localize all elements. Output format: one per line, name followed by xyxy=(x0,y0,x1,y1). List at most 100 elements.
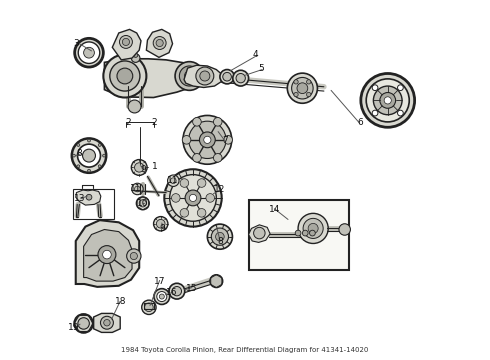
Circle shape xyxy=(373,86,402,115)
Circle shape xyxy=(159,294,164,299)
Circle shape xyxy=(297,83,308,94)
Circle shape xyxy=(72,138,106,173)
Text: 8: 8 xyxy=(76,149,82,158)
Circle shape xyxy=(102,250,111,259)
Polygon shape xyxy=(147,30,172,57)
Circle shape xyxy=(189,121,226,158)
Text: 2: 2 xyxy=(152,118,157,127)
Circle shape xyxy=(196,67,214,85)
Circle shape xyxy=(216,232,224,241)
Circle shape xyxy=(190,194,196,202)
Circle shape xyxy=(207,224,232,249)
Text: 11: 11 xyxy=(167,176,178,185)
Circle shape xyxy=(82,149,96,162)
Text: 1984 Toyota Corolla Pinion, Rear Differential Diagram for 41341-14020: 1984 Toyota Corolla Pinion, Rear Differe… xyxy=(122,347,368,353)
Circle shape xyxy=(295,230,301,236)
Circle shape xyxy=(372,110,378,116)
Text: 11: 11 xyxy=(130,184,142,193)
Circle shape xyxy=(169,283,185,299)
Circle shape xyxy=(130,252,137,260)
Circle shape xyxy=(164,169,221,226)
Circle shape xyxy=(179,66,199,86)
Circle shape xyxy=(102,154,105,157)
Circle shape xyxy=(372,85,378,91)
Circle shape xyxy=(303,219,323,238)
Text: 19: 19 xyxy=(68,323,79,332)
Circle shape xyxy=(310,230,315,236)
Circle shape xyxy=(86,194,92,200)
Text: 15: 15 xyxy=(186,284,197,293)
Circle shape xyxy=(156,220,165,228)
Circle shape xyxy=(193,154,201,162)
Circle shape xyxy=(361,73,415,127)
Circle shape xyxy=(236,73,245,83)
Text: 9: 9 xyxy=(160,224,166,233)
Polygon shape xyxy=(112,30,141,60)
Circle shape xyxy=(77,144,100,167)
Circle shape xyxy=(171,178,176,184)
Text: 14: 14 xyxy=(269,205,280,214)
Text: 1: 1 xyxy=(152,162,157,171)
Circle shape xyxy=(380,93,395,108)
Circle shape xyxy=(204,136,211,143)
Circle shape xyxy=(110,61,140,91)
Circle shape xyxy=(103,54,147,98)
Text: 10: 10 xyxy=(137,199,148,208)
Text: 2: 2 xyxy=(125,118,131,127)
Circle shape xyxy=(135,163,144,172)
Circle shape xyxy=(307,80,311,84)
Circle shape xyxy=(78,42,100,63)
Text: 4: 4 xyxy=(253,50,259,59)
Circle shape xyxy=(298,213,328,243)
Circle shape xyxy=(172,287,181,296)
Circle shape xyxy=(185,190,201,206)
Polygon shape xyxy=(76,220,139,287)
Circle shape xyxy=(128,100,141,113)
Circle shape xyxy=(104,319,110,326)
Circle shape xyxy=(206,194,215,202)
Polygon shape xyxy=(76,190,101,205)
Circle shape xyxy=(100,316,113,329)
Bar xyxy=(248,200,349,270)
Circle shape xyxy=(98,165,101,168)
Text: 9: 9 xyxy=(140,165,146,174)
Circle shape xyxy=(156,40,163,46)
Circle shape xyxy=(339,224,350,235)
Text: 16: 16 xyxy=(166,288,177,297)
Text: 3: 3 xyxy=(74,39,79,48)
Polygon shape xyxy=(84,229,132,281)
Text: 5: 5 xyxy=(258,64,264,73)
Circle shape xyxy=(73,154,75,157)
Circle shape xyxy=(153,37,166,49)
Circle shape xyxy=(397,85,403,91)
Circle shape xyxy=(294,80,298,84)
Circle shape xyxy=(366,79,409,122)
Circle shape xyxy=(153,217,168,231)
Circle shape xyxy=(132,183,143,195)
Text: 8: 8 xyxy=(217,237,223,246)
Circle shape xyxy=(307,93,311,97)
Polygon shape xyxy=(104,59,200,98)
Circle shape xyxy=(199,132,215,148)
Circle shape xyxy=(131,159,147,175)
Circle shape xyxy=(157,292,167,302)
Circle shape xyxy=(74,39,103,67)
Circle shape xyxy=(74,314,93,333)
Circle shape xyxy=(133,53,138,57)
Circle shape xyxy=(135,186,140,192)
Circle shape xyxy=(224,135,232,144)
Circle shape xyxy=(98,246,116,264)
Text: 17: 17 xyxy=(154,276,166,285)
Circle shape xyxy=(302,230,308,236)
Circle shape xyxy=(168,175,179,186)
Circle shape xyxy=(254,227,265,239)
Text: 18: 18 xyxy=(115,297,126,306)
Circle shape xyxy=(145,303,153,312)
Circle shape xyxy=(131,54,140,62)
Circle shape xyxy=(211,228,228,245)
Circle shape xyxy=(214,117,222,126)
Circle shape xyxy=(292,77,313,99)
Circle shape xyxy=(183,116,232,164)
Circle shape xyxy=(120,36,132,48)
Polygon shape xyxy=(184,65,221,87)
